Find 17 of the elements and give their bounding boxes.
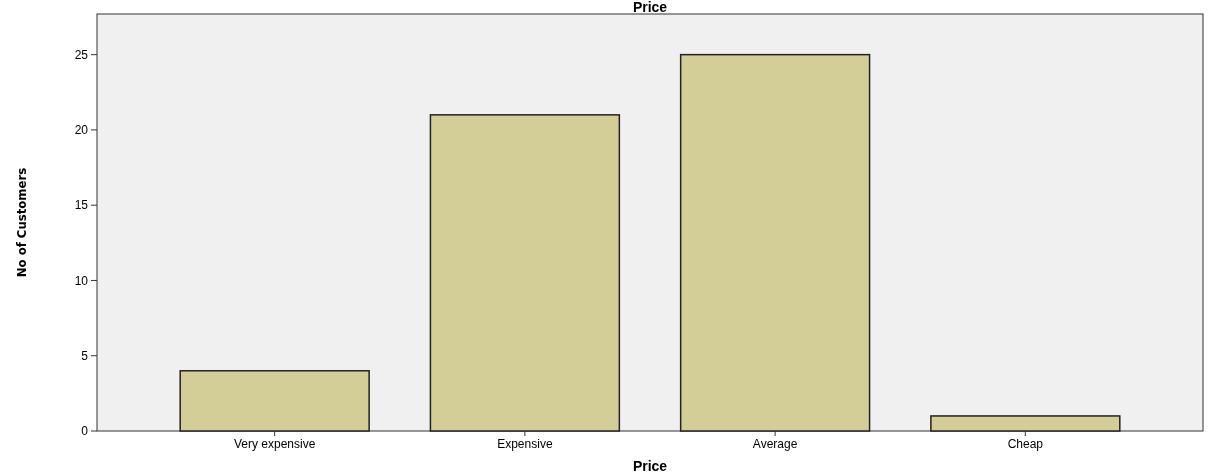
y-axis-title: No of Customers [14,167,29,278]
y-tick-label: 0 [81,424,89,439]
x-tick-label: Average [752,437,798,451]
chart-title: Price [632,0,668,16]
y-tick-label: 5 [81,348,89,363]
bar [429,114,621,432]
bar [930,415,1121,432]
x-tick-label: Cheap [1007,437,1044,451]
y-tick-label: 25 [74,47,89,62]
x-axis-title: Price [632,458,668,474]
x-tick-label: Very expensive [233,437,316,451]
bar [679,53,871,432]
bar [179,370,370,432]
y-tick-label: 15 [74,198,89,213]
y-tick-label: 20 [74,123,89,138]
x-tick-label: Expensive [497,437,553,451]
y-tick-label: 10 [74,273,89,288]
